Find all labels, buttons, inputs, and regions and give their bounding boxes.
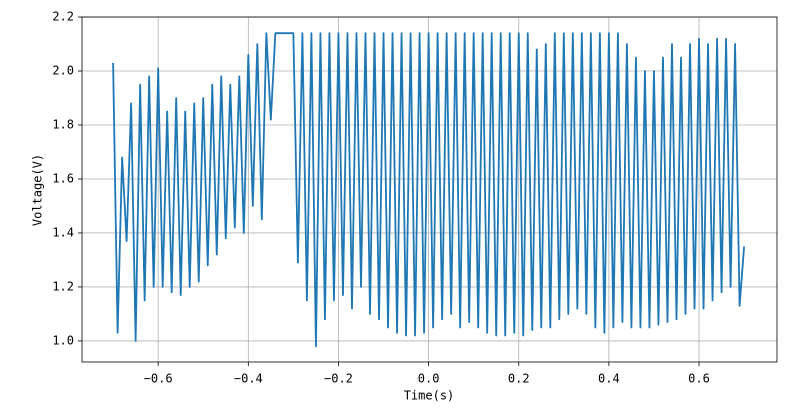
x-tick-label: 0.0: [418, 372, 440, 386]
y-tick-label: 1.2: [52, 279, 74, 293]
x-tick-label: 0.2: [508, 372, 530, 386]
x-tick-label: −0.6: [144, 372, 173, 386]
tick-layer: −0.6 −0.4 −0.2 0.0 0.2 0.4 0.6 1.0 1.2 1.4 1.6 1.8 2…: [52, 10, 710, 386]
axes-frame: [81, 16, 778, 363]
y-tick-label: 2.0: [52, 63, 74, 77]
y-tick-label: 2.2: [52, 10, 74, 24]
y-tick-label: 1.6: [52, 171, 74, 185]
x-tick-label: 0.4: [598, 372, 620, 386]
x-tick-label: −0.4: [234, 372, 263, 386]
x-tick-label: 0.6: [688, 372, 710, 386]
plot-layer: [112, 32, 745, 348]
x-axis-label: Time(s): [404, 389, 455, 403]
y-tick-label: 1.8: [52, 117, 74, 131]
x-tick-label: −0.2: [324, 372, 353, 386]
data-line: [112, 32, 745, 348]
y-tick-label: 1.4: [52, 225, 74, 239]
y-tick-label: 1.0: [52, 333, 74, 347]
y-axis-label: Voltage(V): [31, 154, 45, 226]
